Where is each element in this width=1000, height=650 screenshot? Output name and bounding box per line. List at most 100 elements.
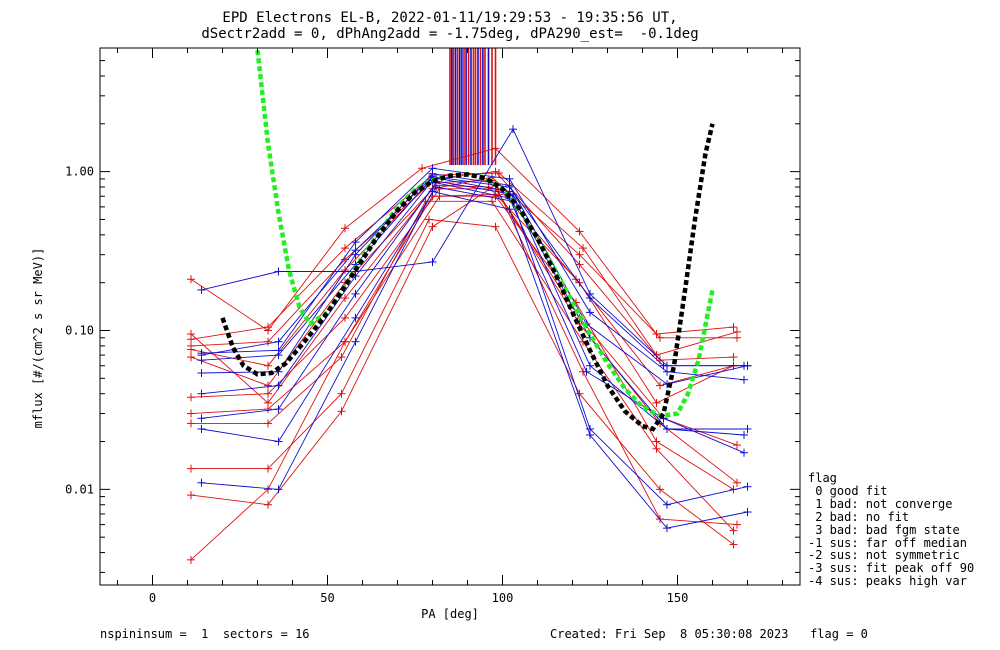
data-point-marker (341, 337, 349, 346)
data-point-marker (351, 246, 360, 255)
data-point-marker (652, 444, 661, 453)
data-point-marker (575, 227, 584, 236)
data-point-marker (740, 448, 748, 457)
data-point-marker (425, 215, 433, 224)
data-point-marker (743, 508, 752, 517)
data-point-marker (491, 222, 500, 231)
y-tick-label: 1.00 (65, 165, 94, 179)
data-point-marker (264, 464, 272, 473)
data-point-marker (652, 398, 661, 407)
data-point-marker (740, 375, 748, 384)
data-point-marker (656, 485, 664, 494)
data-point-marker (274, 485, 283, 494)
data-point-marker (663, 500, 671, 509)
data-point-marker (351, 313, 360, 322)
series-line (201, 179, 745, 436)
data-point-marker (264, 500, 272, 509)
data-point-marker (264, 381, 272, 390)
data-point-marker (575, 278, 584, 287)
data-point-marker (428, 187, 437, 196)
x-tick-label: 0 (149, 591, 156, 605)
x-tick-label: 100 (492, 591, 514, 605)
data-point-marker (197, 285, 206, 294)
data-point-marker (351, 289, 360, 298)
fit-curves-group (220, 50, 715, 432)
series-line (190, 184, 734, 404)
plot-frame (99, 47, 801, 586)
data-point-marker (187, 353, 195, 362)
series-line (201, 173, 748, 385)
data-point-marker (187, 345, 195, 354)
flag-legend-item: -4 sus: peaks high var (808, 574, 967, 589)
top-pa-markers (449, 48, 497, 166)
series-line (190, 172, 738, 356)
series-line (201, 167, 745, 381)
data-point-marker (187, 409, 195, 418)
data-point-marker (187, 330, 195, 339)
data-point-marker (656, 381, 664, 390)
y-tick-label: 0.01 (65, 482, 94, 496)
series-line (201, 128, 748, 367)
data-point-marker (264, 398, 272, 407)
data-point-marker (341, 244, 349, 253)
data-point-marker (743, 424, 752, 433)
data-point-marker (505, 205, 514, 214)
data-point-marker (341, 224, 349, 233)
flag-legend-item: 2 bad: no fit (808, 509, 910, 524)
series-line (201, 176, 744, 367)
data-point-marker (579, 244, 587, 253)
footer-left: nspininsum = 1 sectors = 16 (100, 627, 310, 641)
data-point-marker (274, 381, 283, 390)
data-point-marker (729, 323, 738, 332)
x-axis-label: PA [deg] (421, 607, 479, 621)
data-point-marker (575, 250, 584, 259)
data-point-marker (428, 222, 437, 231)
data-point-marker (663, 367, 671, 376)
flag-legend-title: flag (808, 471, 837, 485)
series-line (190, 147, 734, 335)
data-point-marker (733, 441, 741, 450)
series-line (190, 176, 737, 404)
series-line (191, 200, 734, 531)
data-point-marker (274, 351, 283, 360)
flag-legend-item: -3 sus: fit peak off 90 (808, 561, 975, 576)
data-point-marker (418, 164, 426, 173)
data-point-marker (586, 308, 594, 317)
data-point-marker (733, 520, 741, 529)
data-point-marker (652, 351, 661, 360)
data-point-marker (274, 405, 283, 414)
y-tick-label: 0.10 (65, 323, 94, 337)
flag-legend-item: -1 sus: far off median (808, 535, 967, 550)
data-point-marker (743, 482, 752, 491)
data-point-marker (729, 353, 738, 362)
data-point-marker (491, 144, 500, 153)
data-point-marker (659, 361, 668, 370)
data-point-marker (575, 260, 584, 269)
data-point-marker (663, 524, 671, 533)
data-point-marker (656, 333, 664, 342)
data-point-marker (187, 464, 195, 473)
data-point-marker (264, 323, 272, 332)
data-point-marker (197, 369, 206, 378)
data-point-marker (274, 267, 283, 276)
data-point-marker (509, 125, 517, 134)
flag-legend-item: 1 bad: not converge (808, 496, 953, 511)
series-line (201, 176, 748, 430)
flag-legend-item: 3 bad: bad fgm state (808, 522, 960, 537)
data-point-marker (733, 333, 741, 342)
fit-curve-green (255, 50, 715, 419)
data-point-marker (575, 389, 584, 398)
data-point-marker (264, 485, 272, 494)
data-point-marker (337, 407, 346, 416)
flag-legend-item: 0 good fit (808, 483, 888, 498)
data-point-marker (187, 419, 195, 428)
footer-right: Created: Fri Sep 8 05:30:08 2023 flag = … (550, 627, 868, 641)
data-point-marker (187, 393, 195, 402)
data-point-marker (341, 294, 349, 303)
x-tick-label: 150 (667, 591, 689, 605)
data-point-marker (505, 183, 514, 192)
data-point-marker (582, 367, 591, 376)
data-point-marker (428, 257, 437, 266)
series-line (190, 195, 734, 561)
